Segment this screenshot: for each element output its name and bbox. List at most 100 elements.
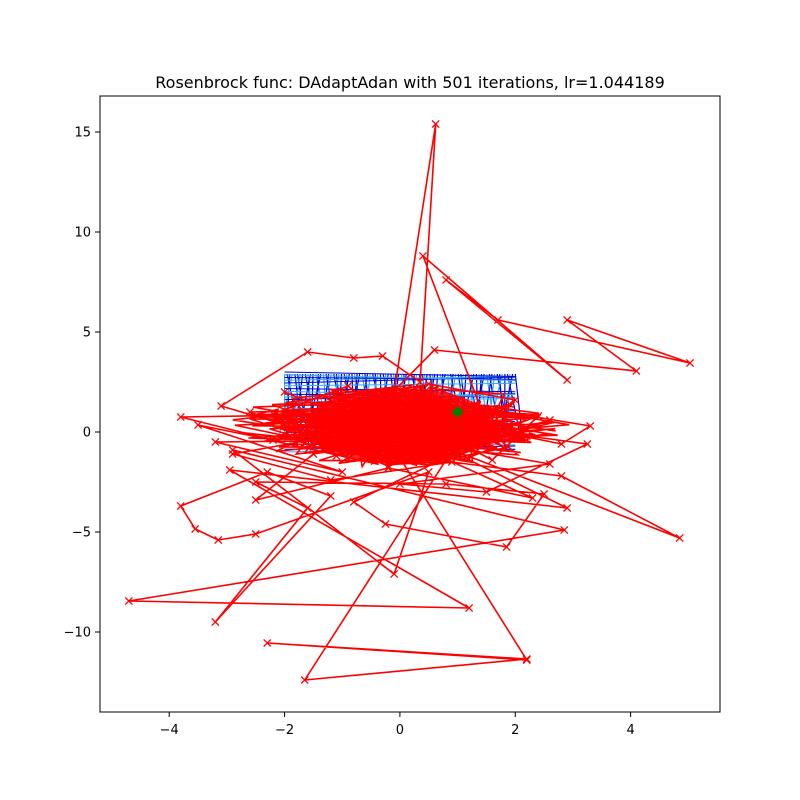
- path-point: [407, 435, 416, 445]
- path-point: [245, 407, 255, 417]
- y-tick-label: 10: [74, 226, 91, 241]
- path-point: [511, 395, 520, 405]
- path-point: [378, 351, 387, 361]
- path-point: [390, 387, 399, 397]
- path-point: [557, 439, 566, 449]
- path-point: [407, 397, 416, 407]
- path-point: [522, 431, 531, 441]
- path-point: [502, 542, 511, 552]
- path-point: [441, 275, 451, 285]
- path-point: [193, 420, 203, 430]
- path-point: [431, 119, 440, 129]
- x-tick-label: 2: [511, 723, 519, 738]
- path-point: [315, 417, 324, 427]
- path-point: [424, 433, 433, 443]
- y-tick-label: 5: [83, 326, 91, 341]
- path-point: [447, 457, 456, 467]
- path-point: [176, 501, 185, 511]
- y-tick-label: −5: [72, 526, 91, 541]
- path-point: [465, 423, 474, 433]
- y-tick-label: 15: [74, 126, 91, 141]
- path-point: [343, 381, 353, 391]
- path-point: [545, 415, 554, 425]
- plot-frame: [99, 95, 721, 713]
- path-point: [251, 495, 260, 505]
- path-point: [522, 654, 531, 664]
- plot-layer: [124, 119, 695, 685]
- path-point: [303, 347, 312, 357]
- path-point: [372, 423, 381, 433]
- path-point: [263, 467, 272, 477]
- path-point: [493, 315, 503, 325]
- path-point: [303, 503, 312, 513]
- path-point: [251, 529, 260, 539]
- path-point: [560, 525, 569, 535]
- contour-line: [284, 371, 516, 377]
- path-point: [225, 465, 234, 475]
- path-point: [214, 535, 223, 545]
- path-point: [453, 447, 462, 457]
- path-point: [563, 503, 572, 513]
- path-point: [632, 366, 641, 376]
- path-point: [488, 455, 497, 465]
- path-point: [251, 477, 260, 487]
- path-point: [586, 421, 595, 431]
- path-point: [124, 596, 133, 606]
- path-point: [367, 409, 376, 419]
- chart-title: Rosenbrock func: DAdaptAdan with 501 ite…: [155, 73, 665, 92]
- x-tick-label: −4: [160, 723, 179, 738]
- path-point: [367, 407, 376, 417]
- path-point: [505, 399, 514, 409]
- path-point: [465, 437, 474, 447]
- path-point: [217, 401, 226, 411]
- contour-line: [284, 376, 516, 384]
- path-point: [280, 387, 289, 397]
- optimizer-path: [124, 119, 695, 685]
- global-minimum-marker: [451, 406, 464, 418]
- path-point: [268, 409, 278, 419]
- path-point: [263, 638, 272, 648]
- path-point: [522, 655, 531, 665]
- path-point: [349, 497, 358, 507]
- path-point: [355, 445, 364, 455]
- path-point: [332, 451, 341, 461]
- path-point: [583, 439, 592, 449]
- path-point: [176, 412, 185, 422]
- path-point: [430, 345, 439, 355]
- path-point: [338, 467, 347, 477]
- path-point: [349, 353, 358, 363]
- path-point: [211, 617, 220, 627]
- path-point: [441, 455, 451, 465]
- path-point: [459, 419, 468, 429]
- path-point: [361, 443, 370, 453]
- path-point: [675, 533, 684, 543]
- path-point: [534, 411, 543, 421]
- path-point: [320, 403, 329, 413]
- path-point: [384, 461, 393, 471]
- path-point: [309, 449, 318, 459]
- path-point: [228, 445, 237, 455]
- path-point: [390, 569, 399, 579]
- x-tick-label: −2: [275, 723, 294, 738]
- path-point: [326, 491, 335, 501]
- path-point: [292, 423, 301, 433]
- path-point: [384, 463, 393, 473]
- y-tick-label: 0: [83, 426, 91, 441]
- path-point: [300, 675, 309, 685]
- path-point: [211, 437, 220, 447]
- path-point: [436, 447, 445, 457]
- path-point: [326, 475, 335, 485]
- path-point: [476, 403, 485, 413]
- path-point: [528, 493, 537, 503]
- path-point: [191, 524, 200, 534]
- path-point: [557, 471, 566, 481]
- y-tick-label: −10: [64, 626, 91, 641]
- x-axis: −4 −2 0 2 4: [160, 712, 635, 738]
- contour-line: [284, 377, 516, 380]
- path-point: [482, 487, 491, 497]
- path-point: [563, 375, 572, 385]
- path-point: [540, 489, 549, 499]
- path-point: [465, 603, 474, 613]
- contour-line: [284, 374, 516, 382]
- path-point: [545, 459, 554, 469]
